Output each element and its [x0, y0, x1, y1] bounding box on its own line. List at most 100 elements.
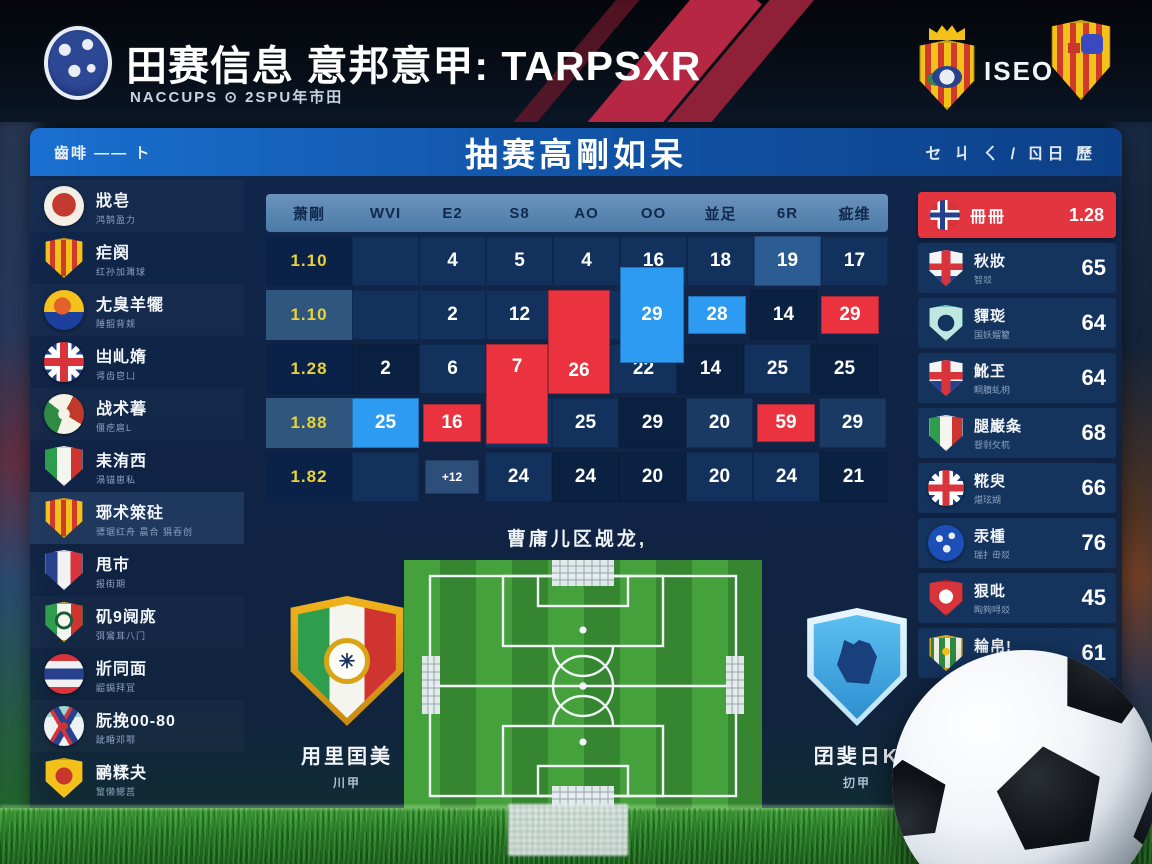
stats-row: 1.882516742529205929 [266, 398, 888, 448]
team-list-item[interactable]: 甩巿 报街期 [30, 544, 244, 596]
stats-column-header: AO [574, 204, 599, 222]
red-ball-icon [44, 186, 84, 226]
main-panel: 齒啡 —— ト 抽赛高剛如呆 セ ㄐ ㄑ / ㄖ日 歷 戕皂 鸿鹄盈力 疟阕 红孙加濉… [30, 128, 1122, 818]
ranking-value: 45 [1081, 585, 1106, 610]
green-gold-shield-icon [929, 635, 963, 671]
ranking-row[interactable]: 腿巌夈 眢剕攵杌 68 [918, 408, 1116, 458]
team-subname: 报街期 [96, 578, 127, 589]
stat-cell: 5 [486, 236, 553, 286]
stat-cell: 29 [819, 398, 886, 448]
stats-column-header: 疵维 [838, 205, 871, 223]
ranking-team-sub: 眢剕攵杌 [974, 440, 1011, 450]
ranking-banner-label: 冊冊 [970, 209, 1007, 226]
team-name: 甩巿 [96, 556, 131, 574]
ball-pentagon [992, 739, 1109, 853]
team-list-item[interactable]: 戕皂 鸿鹄盈力 [30, 180, 244, 232]
ranking-banner[interactable]: 冊冊 1.28 [918, 192, 1116, 238]
stat-cell: 24 [552, 452, 619, 502]
team-list-item[interactable]: 矶9阋庣 弭鸞耳八门 [30, 596, 244, 648]
stats-column-header: OO [640, 204, 667, 222]
stat-cell: 20 [686, 452, 753, 502]
page-subtitle: NACCUPS ⊙ 2SPU年市田 [130, 89, 344, 106]
ranking-row[interactable]: 魤玊 眮膹虬枂 64 [918, 353, 1116, 403]
odds-cell[interactable]: 1.10 [266, 290, 352, 340]
ranking-text: 腿巌夈 眢剕攵杌 [974, 415, 1072, 451]
stat-cell: 2 [419, 290, 486, 340]
team-list-item[interactable]: 斨同面 鼦鋦拜冝 [30, 648, 244, 700]
team-subname: 鼦鋦拜冝 [96, 682, 137, 693]
cross-roundel-icon [44, 706, 84, 746]
team-text: 斨同面 鼦鋦拜冝 [96, 655, 147, 694]
stat-cell: 6 [419, 344, 486, 394]
league-crest-right-icon [1048, 20, 1114, 100]
team-subname: 弭鸞耳八门 [96, 630, 147, 641]
ranking-team-name: 汞㮔 [974, 528, 1007, 545]
ranking-row[interactable]: 貚珳 国妖媹籊 64 [918, 298, 1116, 348]
stat-cell: 25 [552, 398, 619, 448]
odds-cell[interactable]: 1.82 [266, 452, 352, 502]
odds-cell[interactable]: 1.28 [266, 344, 352, 394]
stats-column-header: 萧剛 [292, 205, 325, 223]
pitch-caption: 曹庯儿区觇龙, [506, 529, 648, 550]
team-list-item[interactable]: 疟阕 红孙加濉球 [30, 232, 244, 284]
team-list-item[interactable]: 耒洧西 溻锚崽私 [30, 440, 244, 492]
ranking-team-sub: 国妖媹籊 [974, 330, 1011, 340]
team-list-item[interactable]: 尢臭羊犤 陲韶背觌 [30, 284, 244, 336]
top-header: 田赛信息 意邦意甲: TARPSXR NACCUPS ⊙ 2SPU年市田 ISE… [0, 0, 1152, 122]
stat-cell: 19 [754, 236, 821, 286]
stat-cell: 7 [486, 344, 548, 444]
team-list-item[interactable]: 战术萶僵疙扈L [30, 388, 244, 440]
stat-cell: 29 [821, 296, 879, 334]
italy-shield-icon [45, 446, 83, 486]
ranking-row[interactable]: 糀臾 煁玹媩 66 [918, 463, 1116, 513]
team-list-item[interactable]: 凷乢媠 谔齿皀凵 [30, 336, 244, 388]
soccer-pitch [404, 560, 762, 812]
stat-cell: 2 [352, 344, 419, 394]
ranking-row[interactable]: 秋妝 智㸚 65 [918, 243, 1116, 293]
ranking-team-sub: 眴夠㖊㸚 [974, 605, 1011, 615]
panel-toolbar-icons[interactable]: セ ㄐ ㄑ / ㄖ日 歷 [925, 146, 1096, 163]
ranking-panel: 冊冊 1.28 秋妝 智㸚 65 貚珳 国妖媹籊 64 魤玊 眮膹虬枂 64 腿巌夈 眢剕攵杌 68 糀… [918, 192, 1116, 678]
odds-cell[interactable]: 1.10 [266, 236, 352, 286]
odds-cell[interactable]: 1.88 [266, 398, 352, 448]
ranking-team-sub: 智㸚 [974, 275, 993, 285]
team-name: 鹂糅夬 [96, 764, 148, 782]
italy-ring-shield-icon [45, 602, 83, 642]
ranking-value: 68 [1081, 420, 1106, 445]
team-list-item[interactable]: 鹂糅夬 瀪懒鳃莒 [30, 752, 244, 804]
stats-column-header: WVI [369, 204, 402, 222]
team-subname: 溻锚崽私 [96, 474, 137, 485]
team-list-item[interactable]: 琊术箂砫 骠琚红舟 晨合 狷吞创 [30, 492, 244, 544]
home-team-sub: 川甲 [332, 776, 361, 790]
blue-emblem-icon [928, 525, 964, 561]
page-title: 田赛信息 意邦意甲: TARPSXR [126, 43, 702, 89]
stat-cell: 16 [423, 404, 481, 442]
team-list-item[interactable]: 朊挽00-80 跐睧邓鄠 [30, 700, 244, 752]
stats-row: 1.10 4 5 4 16 18 19 17 [266, 236, 888, 286]
team-text: 甩巿 报街期 [96, 551, 130, 590]
panel-breadcrumb[interactable]: 齒啡 —— ト [54, 144, 152, 162]
ranking-row[interactable]: 狠吡眴夠㖊㸚 45 [918, 573, 1116, 623]
team-name: 耒洧西 [96, 452, 148, 470]
team-subname: 骠琚红舟 晨合 狷吞创 [96, 526, 194, 537]
ranking-text: 貚珳 国妖媹籊 [974, 305, 1072, 341]
ranking-row[interactable]: 汞㮔 瑞扌毌㸚 76 [918, 518, 1116, 568]
stat-cell [352, 452, 419, 502]
team-name: 战术萶 [96, 400, 148, 418]
ranking-team-sub: 瑞扌毌㸚 [974, 550, 1011, 560]
home-team-block: ✳ 用里囯美 川甲 [262, 596, 432, 791]
team-name: 尢臭羊犤 [96, 296, 165, 314]
stat-cell: 24 [485, 452, 552, 502]
away-team-sub: 㧅甲 [842, 776, 871, 790]
ranking-team-name: 狠吡 [974, 583, 1007, 600]
ranking-team-name: 魤玊 [974, 363, 1007, 380]
team-subname: 鸿鹄盈力 [96, 214, 137, 225]
site-logo-icon[interactable] [44, 26, 112, 100]
stat-cell: 4 [553, 236, 620, 286]
red-shield-icon [929, 580, 963, 616]
home-team-crest-icon: ✳ [290, 596, 404, 726]
away-team-crest-icon [807, 608, 907, 726]
ranking-team-sub: 煁玹媩 [974, 495, 1002, 505]
team-subname: 僵疙扈L [96, 422, 133, 433]
yellow-red-shield-icon [45, 498, 83, 538]
